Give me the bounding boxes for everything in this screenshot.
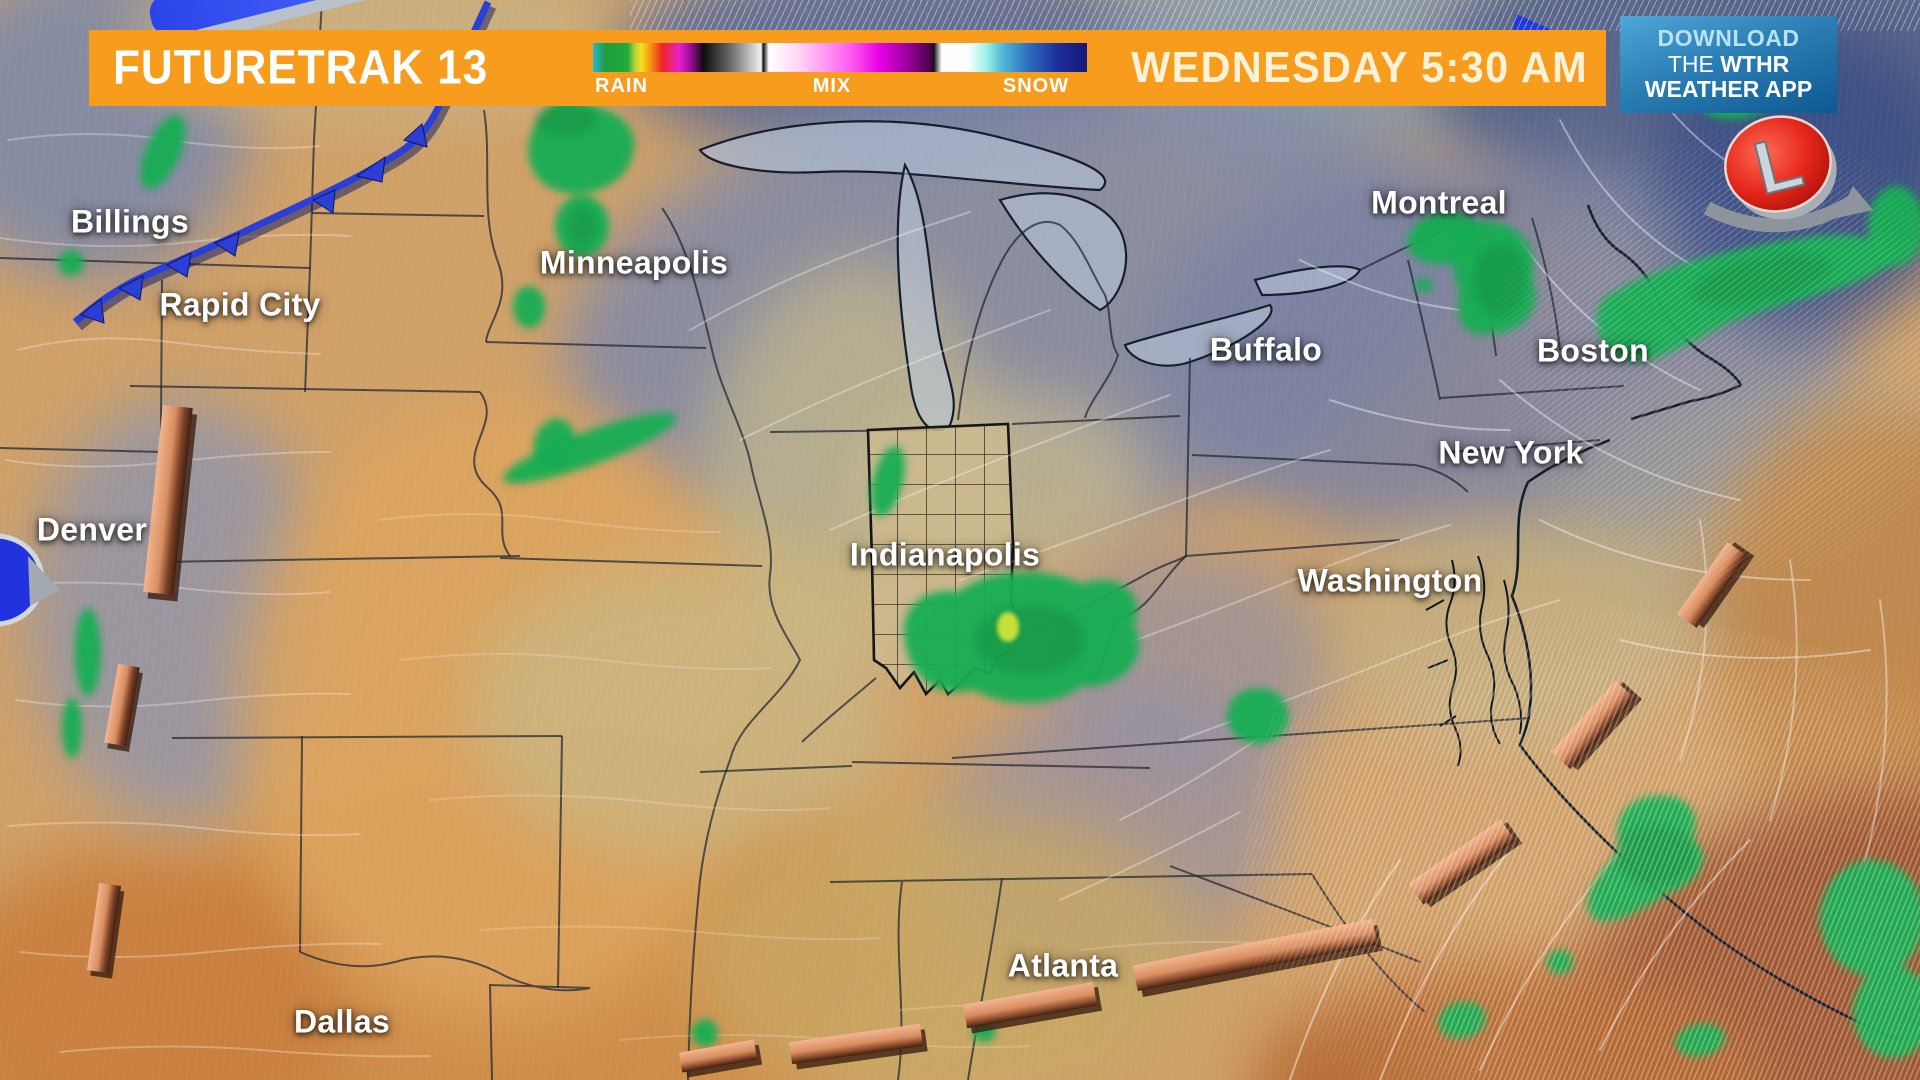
forecast-valid-time: WEDNESDAY 5:30 AM [1131,43,1588,92]
warm-front-segments [86,404,1755,1078]
app-promo-line1: DOWNLOAD [1657,24,1800,51]
city-label: Washington [1297,562,1483,599]
city-label: New York [1438,434,1584,471]
show-title: FUTURETRAK 13 [113,41,489,95]
futuretrak-banner: FUTURETRAK 13 RAIN MIX SNOW WEDNESDAY 5:… [89,30,1606,106]
city-label: Minneapolis [539,244,729,281]
app-promo-station: WTHR [1720,50,1790,77]
heavy-rain-core [997,612,1019,642]
city-label: Montreal [1371,184,1507,221]
great-lakes [698,120,1362,432]
city-label: Rapid City [159,286,321,323]
high-pressure-swoosh [149,0,398,48]
low-pressure-symbol: L [1703,115,1873,233]
app-promo-line2-prefix: THE [1667,50,1721,77]
city-label: Billings [71,203,189,240]
app-promo-line2: THE WTHR [1667,50,1790,78]
app-promo-card: DOWNLOAD THE WTHR WEATHER APP [1620,16,1837,113]
city-label: Atlanta [1007,947,1119,984]
city-label: Buffalo [1209,331,1323,368]
city-label: Denver [36,511,148,548]
city-label: Boston [1536,332,1650,369]
city-label: Dallas [293,1003,391,1040]
denver-low-symbol [0,533,60,627]
legend-mix-label: MIX [812,75,852,97]
legend-rain-label: RAIN [595,75,648,97]
precip-legend: RAIN MIX SNOW [593,43,1087,101]
app-promo-line3: WEATHER APP [1644,76,1813,103]
legend-snow-label: SNOW [1002,75,1070,97]
chesapeake-bay [1425,555,1523,767]
city-label: Indianapolis [849,536,1041,573]
precip-legend-gradient-bar [593,43,1087,72]
